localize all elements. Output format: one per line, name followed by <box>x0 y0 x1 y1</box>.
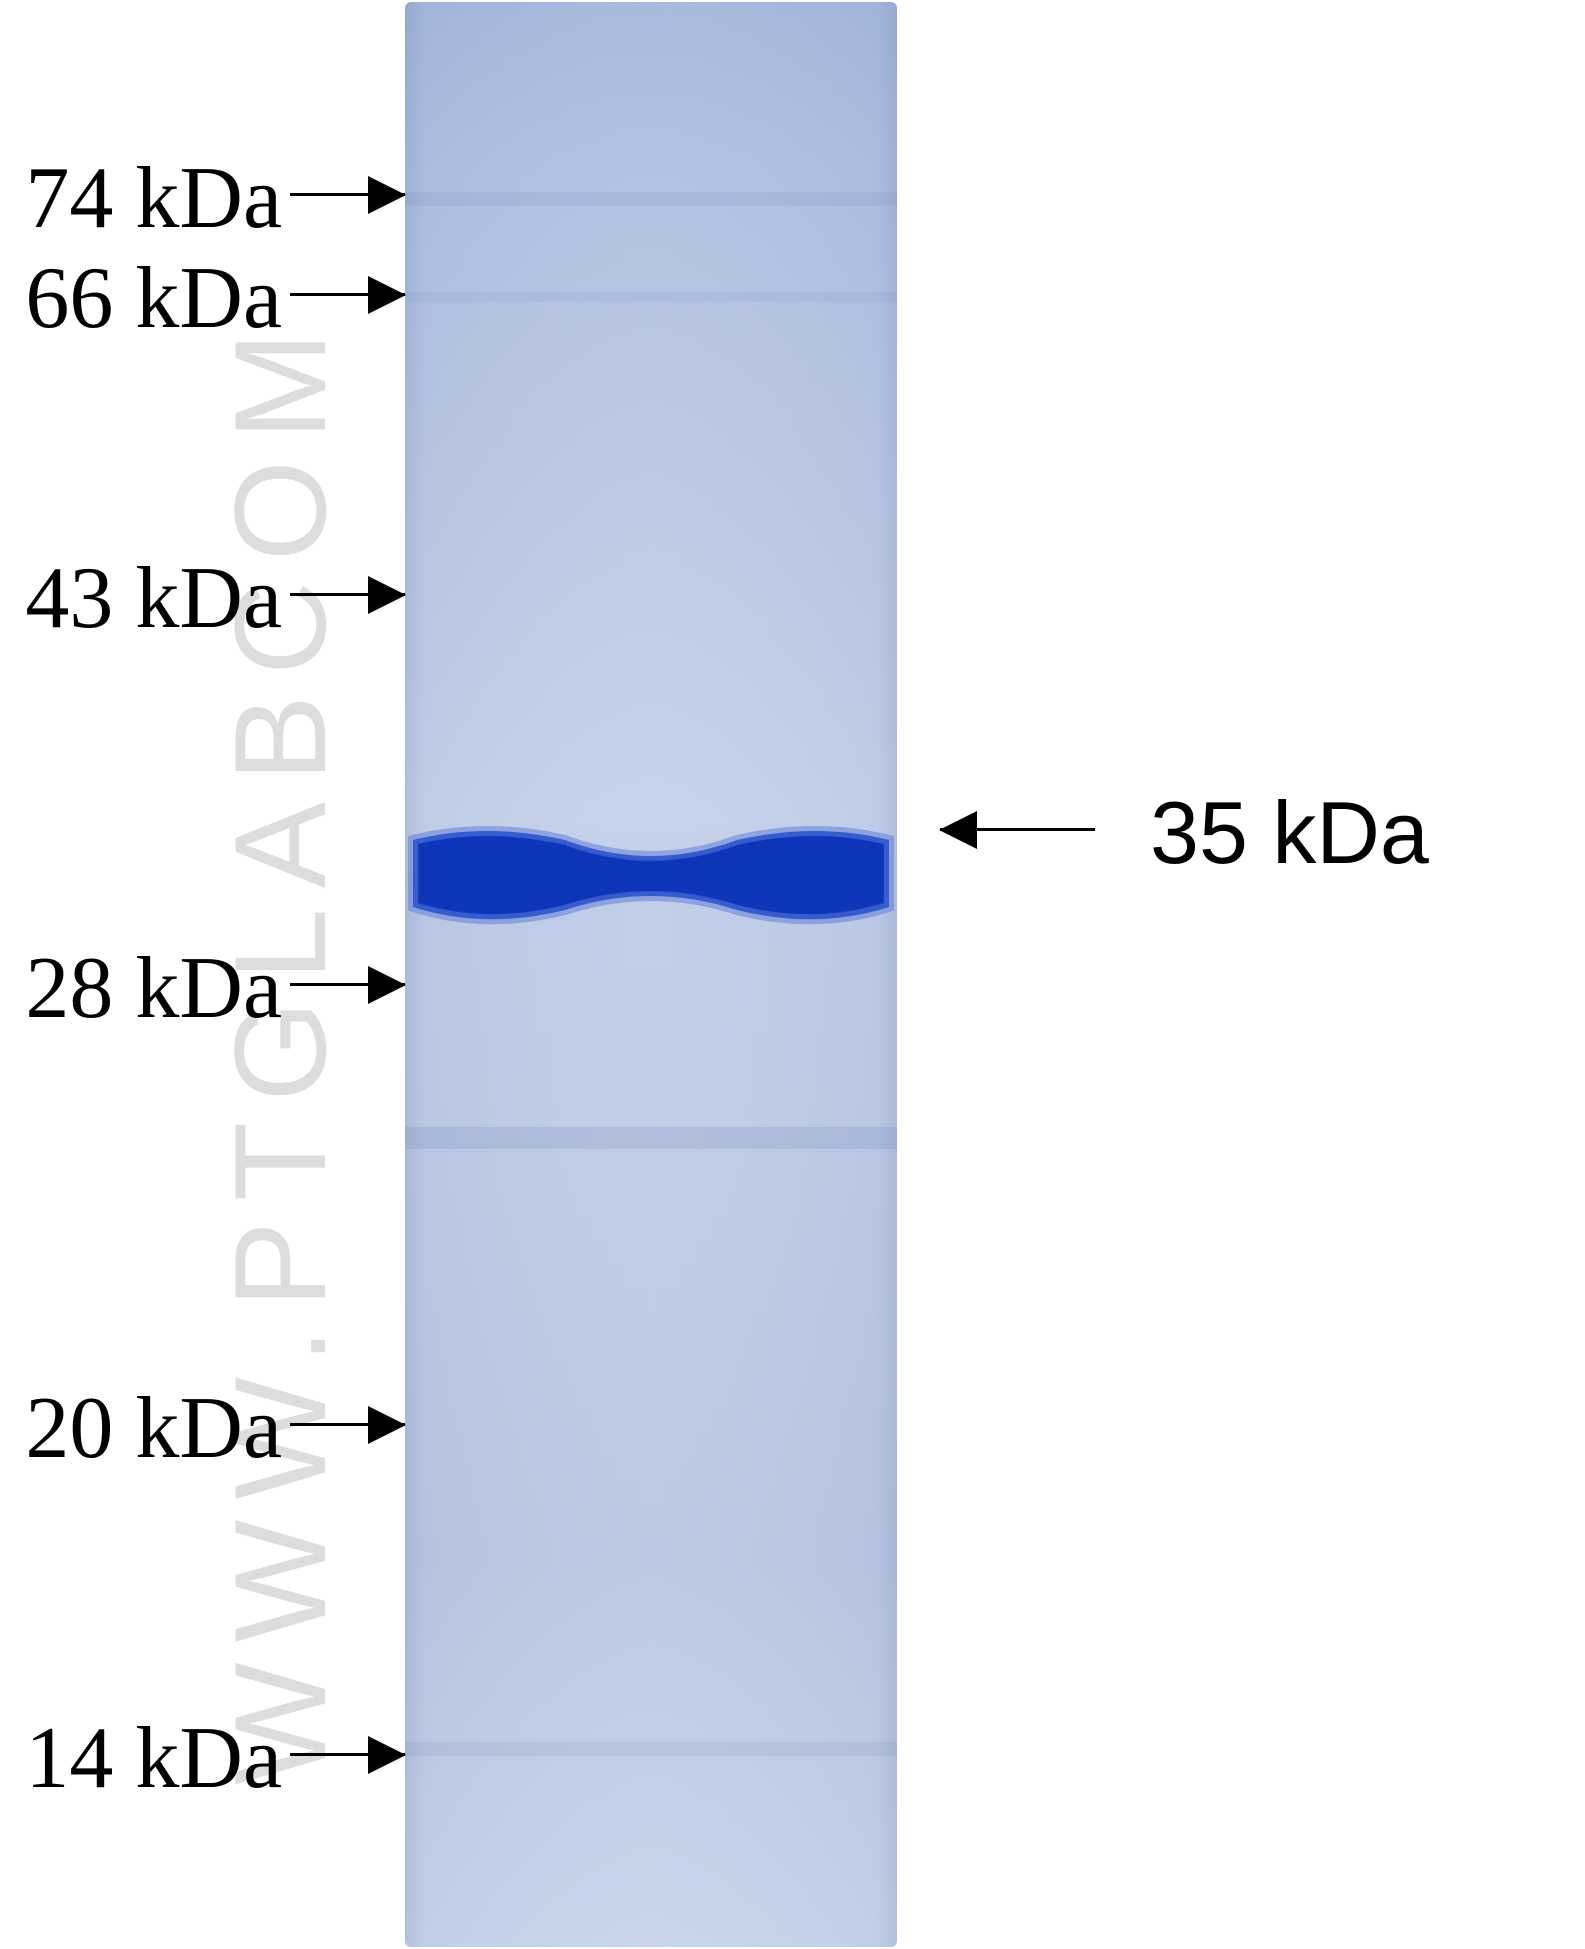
ladder-arrow-66 <box>290 293 405 296</box>
ladder-arrow-74 <box>290 193 405 196</box>
gel-lane <box>405 2 897 1947</box>
ladder-arrow-43 <box>290 593 405 596</box>
ladder-arrow-14 <box>290 1753 405 1756</box>
ladder-label-66: 66 kDa <box>25 248 282 349</box>
sds-page-figure: WWW.PTGLABCOM <box>0 0 1585 1949</box>
result-arrow-35 <box>940 828 1095 831</box>
ladder-label-20: 20 kDa <box>25 1378 282 1479</box>
faint-marker-74 <box>405 192 897 206</box>
faint-secondary-band <box>405 1127 897 1149</box>
faint-marker-14 <box>405 1742 897 1756</box>
ladder-label-14: 14 kDa <box>25 1708 282 1809</box>
faint-marker-66 <box>405 292 897 302</box>
ladder-label-74: 74 kDa <box>25 148 282 249</box>
ladder-arrow-28 <box>290 983 405 986</box>
result-label-35: 35 kDa <box>1150 782 1429 884</box>
ladder-label-28: 28 kDa <box>25 938 282 1039</box>
gel-background-svg <box>405 2 897 1947</box>
ladder-label-43: 43 kDa <box>25 548 282 649</box>
ladder-arrow-20 <box>290 1423 405 1426</box>
